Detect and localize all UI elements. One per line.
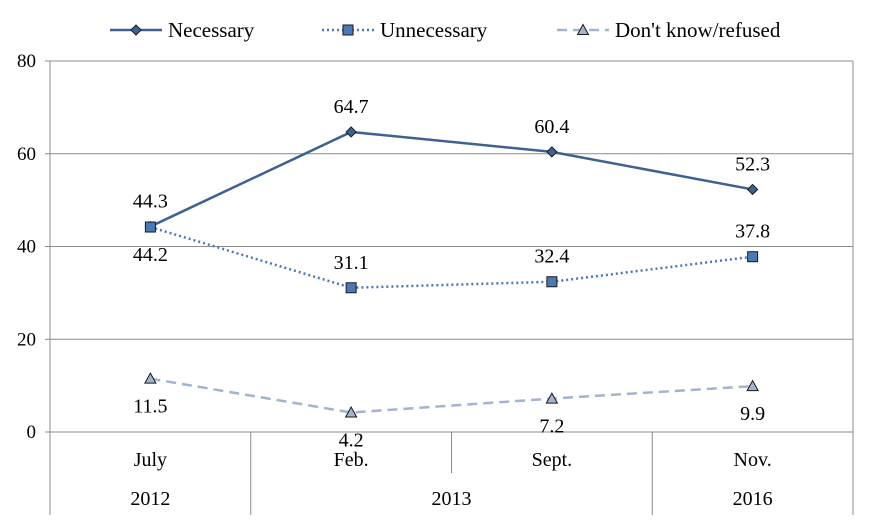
data-label: 4.2 xyxy=(339,430,364,452)
x-category-label: July xyxy=(134,449,167,471)
data-label: 60.4 xyxy=(534,116,569,138)
x-category-label: Sept. xyxy=(532,449,573,471)
legend: Necessary Unnecessary Don't know/refused xyxy=(110,18,781,42)
data-label: 64.7 xyxy=(334,96,369,118)
series-lines xyxy=(144,126,759,418)
y-tick-label: 0 xyxy=(27,422,37,443)
x-category-label: Nov. xyxy=(734,449,772,471)
data-label: 9.9 xyxy=(740,403,765,425)
data-label: 44.2 xyxy=(133,244,168,266)
data-labels: 44.3 64.7 60.4 52.3 44.2 31.1 32.4 37.8 11.5 4.2 7… xyxy=(133,96,770,452)
series-line-unnecessary xyxy=(150,225,753,290)
data-label: 31.1 xyxy=(334,252,369,274)
data-label: 37.8 xyxy=(735,221,770,243)
legend-label: Necessary xyxy=(168,18,255,42)
data-point xyxy=(345,282,357,294)
y-tick-label: 60 xyxy=(17,144,36,165)
legend-marker xyxy=(342,24,354,36)
y-tick-label: 20 xyxy=(17,329,36,350)
data-point xyxy=(545,392,559,404)
data-point xyxy=(546,146,558,158)
data-point xyxy=(747,251,759,263)
x-group-label: 2012 xyxy=(130,488,170,510)
legend-label: Don't know/refused xyxy=(615,18,781,42)
data-point xyxy=(345,126,357,138)
data-point xyxy=(144,221,156,233)
data-label: 52.3 xyxy=(735,153,770,175)
y-tick-label: 80 xyxy=(17,51,36,72)
axes: 0 20 40 60 80 July Feb. Sept. Nov. 2012 2013 2016 xyxy=(17,51,854,515)
data-label: 32.4 xyxy=(534,246,569,268)
data-label: 44.3 xyxy=(133,191,168,213)
x-group-label: 2013 xyxy=(432,488,472,510)
legend-marker xyxy=(130,24,142,36)
data-point xyxy=(746,379,759,392)
data-point xyxy=(546,276,558,288)
data-label: 7.2 xyxy=(539,416,564,438)
data-point xyxy=(144,372,157,384)
data-point xyxy=(746,183,759,196)
legend-marker xyxy=(576,23,590,35)
series-line-don-t-know-refused xyxy=(150,377,753,414)
legend-label: Unnecessary xyxy=(380,18,488,42)
data-label: 11.5 xyxy=(133,396,167,418)
x-group-label: 2016 xyxy=(733,488,773,510)
data-point xyxy=(344,405,358,418)
gridlines xyxy=(50,60,854,432)
series-line-necessary xyxy=(149,130,753,228)
y-tick-label: 40 xyxy=(17,237,36,258)
x-category-label: Feb. xyxy=(334,449,369,471)
